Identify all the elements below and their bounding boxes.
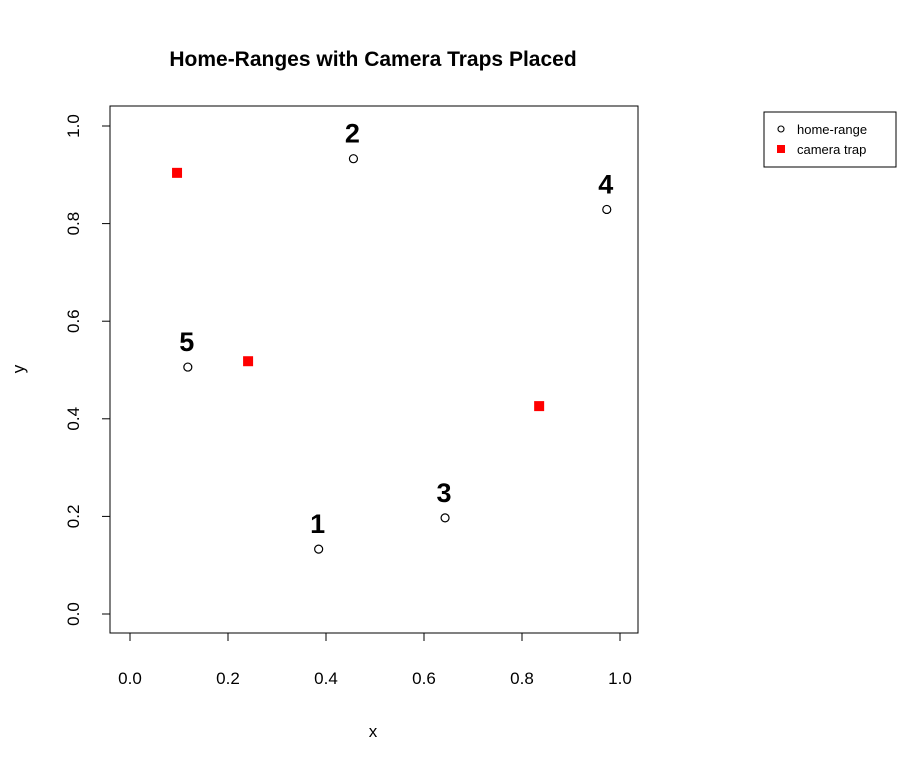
y-tick-label: 0.6 [64, 309, 83, 333]
home-range-label: 2 [345, 119, 360, 149]
x-tick-label: 1.0 [608, 669, 632, 688]
y-tick-label: 0.4 [64, 407, 83, 431]
y-axis: 0.0 0.2 0.4 0.6 0.8 1.0 [64, 114, 111, 626]
home-range-point [602, 204, 612, 215]
home-range-label: 5 [179, 327, 194, 357]
home-range-point [314, 544, 324, 554]
home-range-label: 1 [310, 509, 325, 539]
x-tick-label: 0.8 [510, 669, 534, 688]
plot-frame [109, 105, 639, 634]
legend-label: home-range [797, 122, 867, 137]
y-tick-label: 0.0 [64, 602, 83, 626]
y-tick-label: 0.2 [64, 505, 83, 529]
home-range-point [183, 362, 193, 372]
home-range-point [348, 154, 359, 164]
y-tick-label: 1.0 [64, 114, 83, 138]
home-range-label: 4 [598, 169, 613, 199]
x-tick-label: 0.6 [412, 669, 436, 688]
x-axis: 0.0 0.2 0.4 0.6 0.8 1.0 [118, 632, 632, 688]
legend-box [763, 111, 897, 168]
x-tick-label: 0.0 [118, 669, 142, 688]
x-axis-label: x [369, 722, 378, 741]
camera-trap-point [172, 167, 183, 178]
camera-trap-point [534, 401, 545, 412]
legend-items: home-range camera trap [777, 122, 867, 157]
x-tick-label: 0.4 [314, 669, 338, 688]
legend-label: camera trap [797, 142, 866, 157]
legend: home-range camera trap [763, 111, 897, 168]
legend-circle-icon [777, 125, 785, 133]
y-tick-label: 0.8 [64, 212, 83, 236]
home-range-point [440, 513, 450, 523]
home-range-label: 3 [437, 478, 452, 508]
legend-square-icon [777, 145, 785, 153]
plot-marks: 1 2 3 4 5 [172, 119, 613, 554]
x-tick-label: 0.2 [216, 669, 240, 688]
y-axis-label: y [9, 364, 28, 373]
chart-title: Home-Ranges with Camera Traps Placed [169, 48, 576, 71]
camera-trap-point [243, 356, 254, 367]
